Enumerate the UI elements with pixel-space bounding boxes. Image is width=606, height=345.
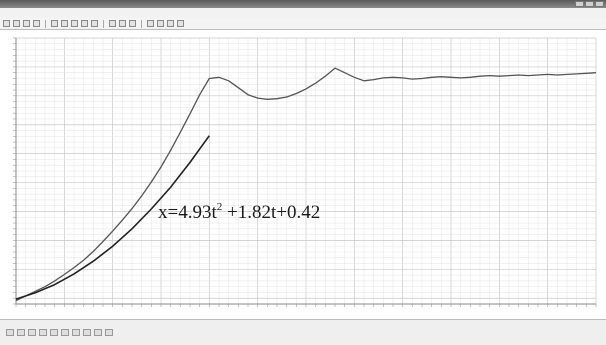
window-titlebar bbox=[0, 0, 606, 8]
cursor-button[interactable] bbox=[83, 329, 91, 336]
copy-button[interactable] bbox=[61, 20, 68, 27]
play-button[interactable] bbox=[157, 20, 164, 27]
menu-bar bbox=[0, 8, 606, 18]
zoom-out-button[interactable] bbox=[91, 20, 98, 27]
menu-item-1[interactable] bbox=[4, 8, 18, 18]
menu-item-7[interactable] bbox=[142, 8, 156, 18]
prev-button[interactable] bbox=[17, 329, 25, 336]
menu-item-5[interactable] bbox=[96, 8, 110, 18]
settings-button[interactable] bbox=[105, 329, 113, 336]
minimize-button[interactable] bbox=[575, 1, 584, 7]
toolbar-separator bbox=[141, 19, 142, 28]
graph-button[interactable] bbox=[119, 20, 126, 27]
status-bar bbox=[0, 320, 606, 345]
fit-curve-line bbox=[15, 135, 210, 300]
record-button[interactable] bbox=[177, 20, 184, 27]
open-button[interactable] bbox=[13, 20, 20, 27]
menu-item-9[interactable] bbox=[188, 8, 202, 18]
chart-grid bbox=[13, 37, 597, 307]
fit-button[interactable] bbox=[129, 20, 136, 27]
menu-item-4[interactable] bbox=[73, 8, 87, 18]
pen-button[interactable] bbox=[147, 20, 154, 27]
new-button[interactable] bbox=[3, 20, 10, 27]
equation-superscript: 2 bbox=[217, 201, 223, 213]
graph-area[interactable]: x=4.93t2 +1.82t+0.42 bbox=[0, 30, 606, 320]
toolbar bbox=[0, 18, 606, 30]
paste-button[interactable] bbox=[71, 20, 78, 27]
table-button[interactable] bbox=[109, 20, 116, 27]
menu-item-3[interactable] bbox=[50, 8, 64, 18]
equation-rest: +1.82t+0.42 bbox=[222, 202, 320, 223]
menu-item-6[interactable] bbox=[119, 8, 133, 18]
equation-main: x=4.93t bbox=[158, 202, 217, 223]
maximize-button[interactable] bbox=[585, 1, 594, 7]
print-button[interactable] bbox=[33, 20, 40, 27]
save-button[interactable] bbox=[23, 20, 30, 27]
cut-button[interactable] bbox=[51, 20, 58, 27]
zoom-button[interactable] bbox=[50, 329, 58, 336]
measure-button[interactable] bbox=[94, 329, 102, 336]
info-button[interactable] bbox=[61, 329, 69, 336]
next-button[interactable] bbox=[28, 329, 36, 336]
close-button[interactable] bbox=[595, 1, 604, 7]
toolbar-separator bbox=[103, 19, 104, 28]
menu-item-8[interactable] bbox=[165, 8, 179, 18]
last-button[interactable] bbox=[39, 329, 47, 336]
zoom-in-button[interactable] bbox=[81, 20, 88, 27]
first-button[interactable] bbox=[6, 329, 14, 336]
fit-equation-annotation: x=4.93t2 +1.82t+0.42 bbox=[158, 201, 320, 223]
toolbar-separator bbox=[45, 19, 46, 28]
window-controls bbox=[575, 1, 604, 7]
line-chart: x=4.93t2 +1.82t+0.42 bbox=[13, 37, 597, 307]
grid-button[interactable] bbox=[72, 329, 80, 336]
measured-data-line bbox=[15, 67, 597, 302]
step-button[interactable] bbox=[167, 20, 174, 27]
chart-series bbox=[15, 67, 597, 302]
menu-item-2[interactable] bbox=[27, 8, 41, 18]
